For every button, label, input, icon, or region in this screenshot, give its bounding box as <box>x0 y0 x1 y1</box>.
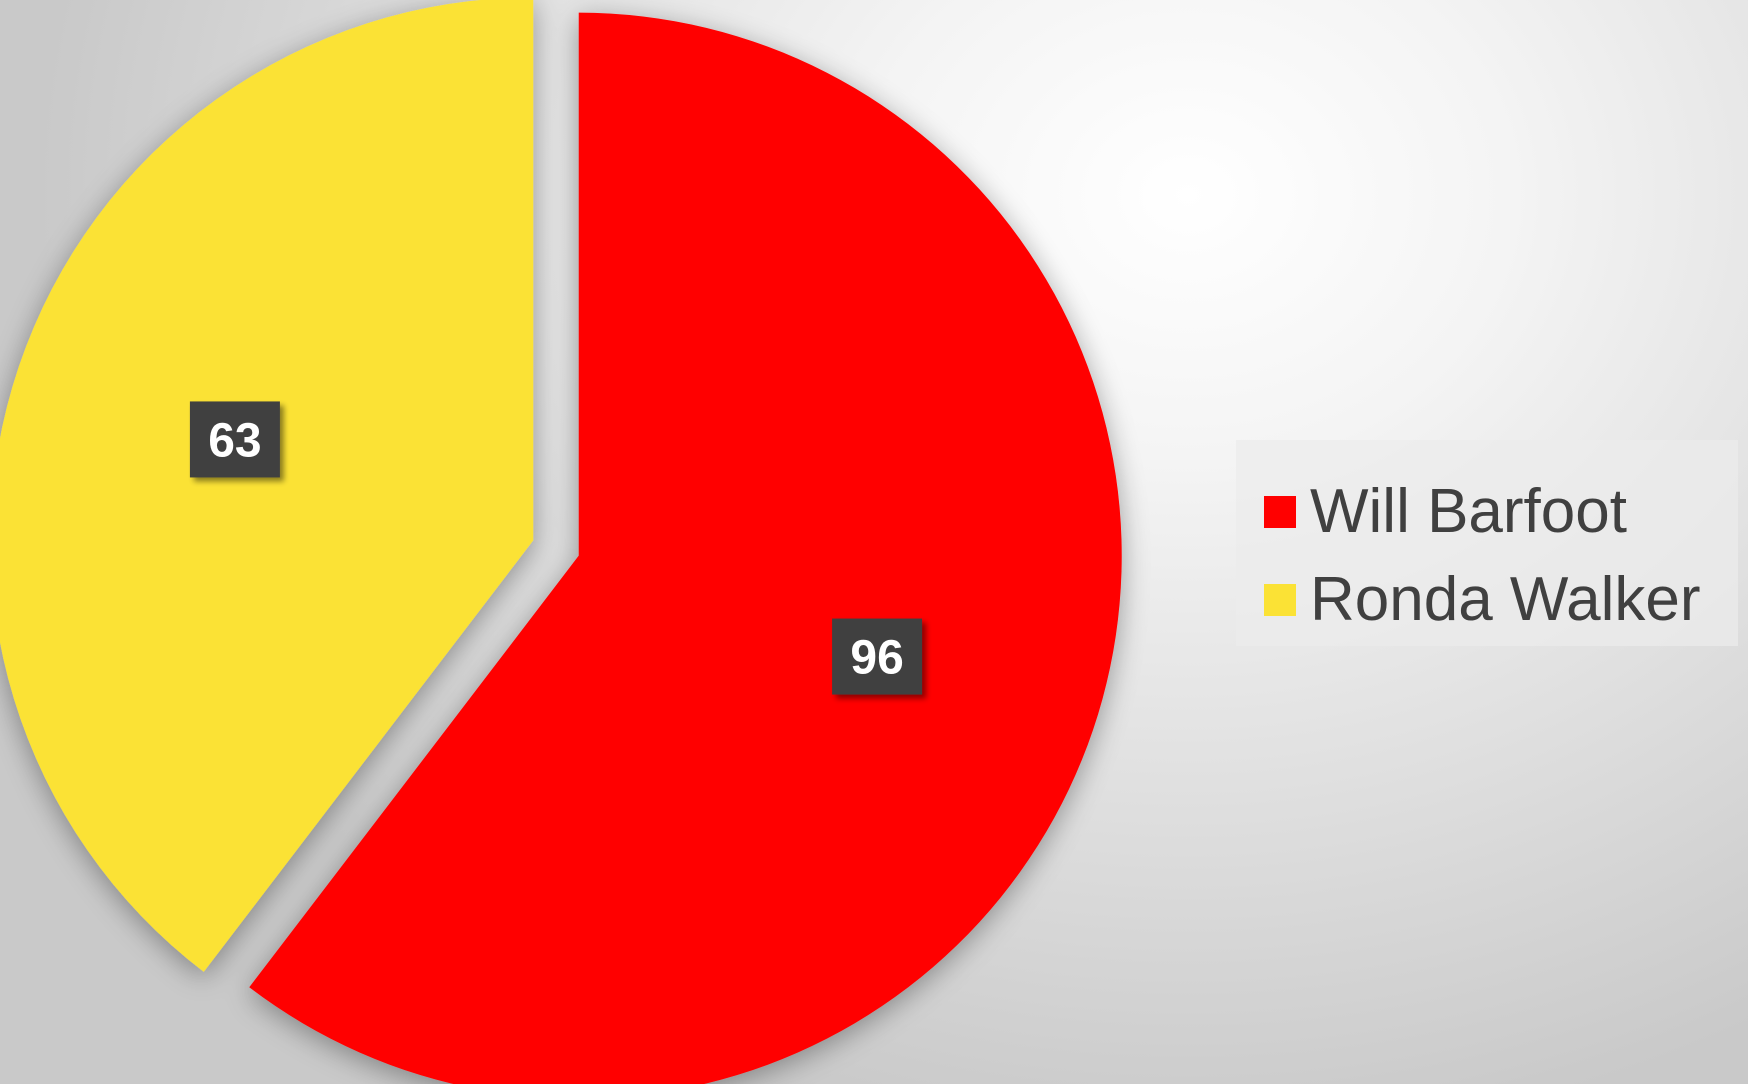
legend-swatch-ronda-walker <box>1264 584 1296 616</box>
legend-item-will-barfoot: Will Barfoot <box>1236 460 1738 564</box>
legend-label-will-barfoot: Will Barfoot <box>1310 477 1627 546</box>
pie-slice-ronda-walker <box>0 0 534 972</box>
data-label-value: 96 <box>850 632 903 685</box>
data-label-ronda-walker: 63 <box>189 401 280 478</box>
data-label-box <box>832 618 923 695</box>
legend-item-ronda-walker: Ronda Walker <box>1236 548 1738 652</box>
legend-swatch-will-barfoot <box>1264 496 1296 528</box>
data-label-will-barfoot: 96 <box>832 618 923 695</box>
data-label-box <box>189 401 280 478</box>
data-label-value: 63 <box>208 414 261 467</box>
pie-slice-will-barfoot <box>249 12 1122 1084</box>
chart-legend: Will Barfoot Ronda Walker <box>1236 440 1738 646</box>
legend-label-ronda-walker: Ronda Walker <box>1310 565 1701 634</box>
